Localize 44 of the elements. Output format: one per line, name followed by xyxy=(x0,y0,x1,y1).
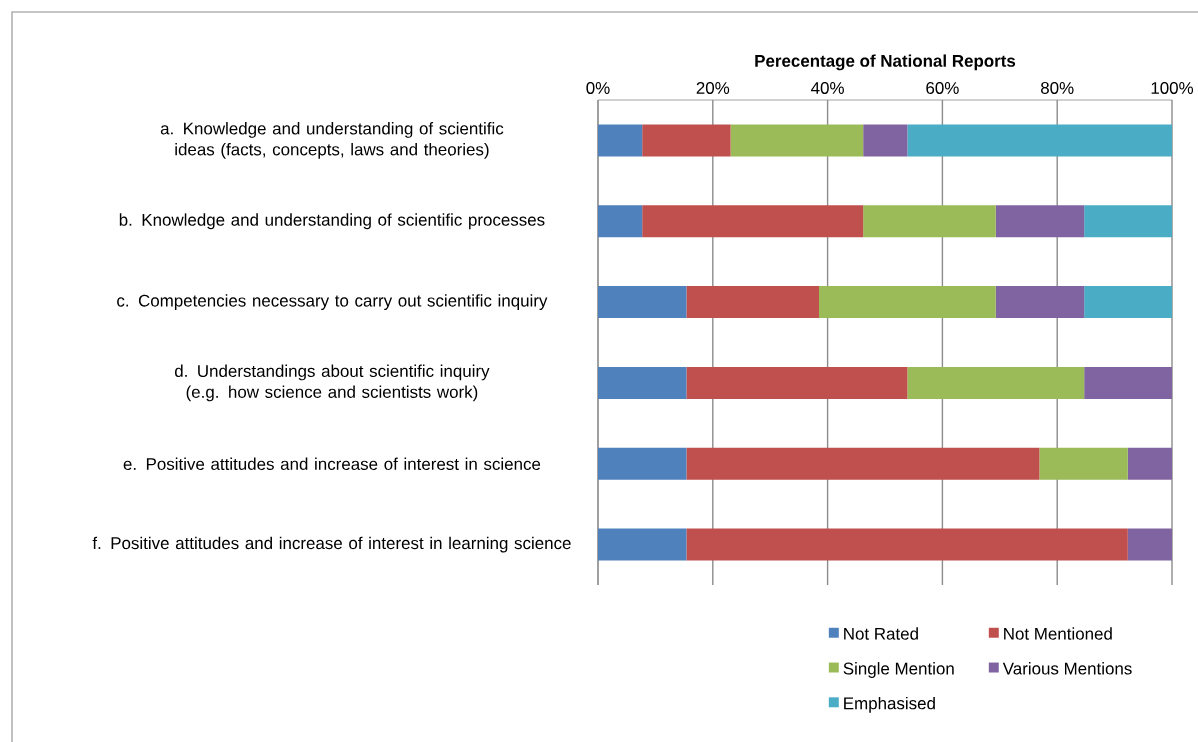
bar xyxy=(1084,205,1173,238)
legend-label: Not Rated xyxy=(844,627,918,640)
bar xyxy=(907,124,1173,157)
bar xyxy=(1039,447,1128,480)
y-tick-label: e. Positive attitudes and increase of interest in science xyxy=(123,457,541,470)
x-axis-title: Perecentage of National Reports xyxy=(755,54,1016,71)
bar xyxy=(686,447,1040,480)
y-tick-label: f. Positive attitudes and increase of interest in learning science xyxy=(92,536,571,553)
legend-label: Emphasised xyxy=(844,696,935,713)
bar xyxy=(598,366,687,399)
x-tick-label: 40% xyxy=(811,82,844,94)
bar xyxy=(598,447,687,480)
bar xyxy=(642,124,731,157)
bar xyxy=(818,286,996,319)
bar xyxy=(686,366,908,399)
bar xyxy=(1127,528,1173,561)
x-tick-label: 20% xyxy=(696,82,730,94)
bar xyxy=(598,205,643,238)
bar xyxy=(642,205,864,238)
bar xyxy=(686,528,1128,561)
bar xyxy=(730,124,864,157)
legend-label: Single Mention xyxy=(843,662,954,678)
x-tick-label: 60% xyxy=(926,82,959,94)
x-tick-label: 0% xyxy=(586,82,610,94)
y-tick-label: b. Knowledge and understanding of scientific processes xyxy=(119,213,545,230)
bar xyxy=(598,124,643,157)
y-tick-label: c. Competencies necessary to carry out scientific inquiry xyxy=(117,294,548,310)
bar xyxy=(598,528,687,561)
y-tick-label: d. Understandings about scientific inquiry (e.g. how science and scientists work) xyxy=(174,364,490,402)
bar xyxy=(1084,366,1173,399)
bar xyxy=(907,366,1085,399)
bar xyxy=(1084,286,1173,319)
x-tick-label: 100% xyxy=(1151,82,1194,94)
x-tick-label: 80% xyxy=(1041,82,1074,94)
bar xyxy=(995,286,1085,319)
bar xyxy=(995,205,1085,238)
bar xyxy=(1127,447,1173,480)
y-tick-label: a. Knowledge and understanding of scientific ideas (facts, concepts, laws and theories) xyxy=(160,122,504,159)
bar xyxy=(863,124,908,157)
bar xyxy=(686,286,819,319)
legend-label: Various Mentions xyxy=(1002,662,1132,675)
legend-label: Not Mentioned xyxy=(1004,627,1112,640)
bar xyxy=(598,286,687,319)
bar xyxy=(863,205,996,238)
